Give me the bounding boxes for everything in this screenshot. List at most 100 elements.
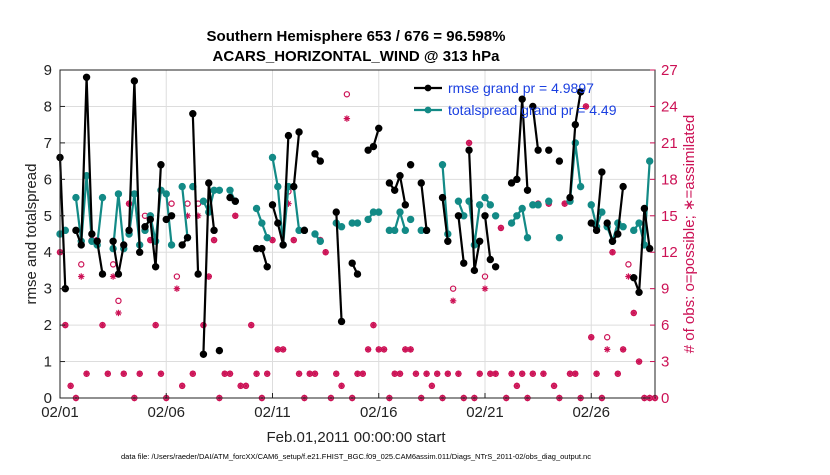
obs-assimilated-stroke [376, 346, 382, 353]
obs-assimilated-stroke [429, 383, 435, 389]
obs-assimilated-stroke [322, 249, 329, 255]
obs-assimilated-stroke [354, 371, 361, 377]
obs-assimilated-marker [550, 382, 558, 390]
series-point-spread [226, 186, 234, 194]
series-point-rmse [486, 255, 495, 264]
plot-frame [59, 69, 656, 399]
x-tick-label: 02/26 [572, 404, 610, 421]
series-point-rmse [215, 346, 224, 355]
series-point-spread [576, 182, 585, 191]
series-point-spread [130, 190, 139, 198]
series-point-rmse [114, 270, 123, 278]
obs-assimilated-marker [402, 346, 409, 353]
y-right-tick-label: 21 [661, 135, 678, 152]
obs-possible-marker [481, 273, 489, 280]
obs-assimilated-stroke [567, 371, 573, 377]
obs-assimilated-stroke [333, 371, 339, 377]
series-point-rmse [316, 157, 325, 165]
series-point-rmse [592, 226, 601, 235]
obs-assimilated-marker [497, 224, 505, 232]
series-point-spread [545, 197, 553, 205]
series-point-rmse [210, 226, 218, 235]
obs-assimilated-stroke [174, 286, 180, 292]
legend-label-rmse: rmse grand pr = 4.9897 [448, 80, 594, 96]
obs-assimilated-stroke [179, 383, 185, 389]
obs-assimilated-stroke [296, 371, 302, 377]
obs-assimilated-marker [513, 382, 521, 390]
series-point-rmse [534, 146, 542, 154]
obs-assimilated-stroke [248, 322, 254, 328]
y-right-tick-label: 12 [661, 244, 678, 261]
series-point-spread [619, 223, 627, 231]
series-point-rmse [481, 212, 489, 220]
series-point-rmse [93, 237, 101, 245]
series-point-rmse [364, 146, 372, 154]
obs-assimilated-stroke [269, 237, 276, 243]
obs-assimilated-marker [412, 370, 420, 377]
obs-assimilated-stroke [413, 371, 419, 377]
series-point-rmse [178, 241, 186, 249]
obs-assimilated-marker [109, 273, 117, 280]
series-point-rmse [290, 182, 298, 191]
series-point-rmse [566, 193, 574, 202]
obs-assimilated-stroke [110, 273, 116, 280]
obs-assimilated-stroke [466, 140, 472, 146]
series-point-spread [263, 233, 271, 242]
obs-assimilated-stroke [423, 371, 430, 377]
obs-assimilated-marker [449, 297, 457, 305]
obs-possible-marker [343, 91, 351, 98]
obs-assimilated-marker [433, 370, 441, 377]
obs-assimilated-stroke [482, 286, 488, 292]
obs-assimilated-stroke [572, 371, 578, 377]
obs-assimilated-stroke [402, 346, 408, 353]
obs-assimilated-stroke [121, 371, 127, 377]
series-point-spread [645, 157, 654, 165]
obs-assimilated-stroke [137, 371, 143, 377]
y-tick-label: 3 [44, 281, 52, 298]
series-point-rmse [231, 197, 240, 205]
obs-assimilated-marker [476, 370, 483, 377]
x-tick-label: 02/21 [466, 404, 504, 421]
series-point-rmse [645, 244, 654, 253]
series-line-rmse [335, 212, 343, 322]
obs-assimilated-marker [588, 334, 595, 341]
obs-assimilated-marker [492, 370, 499, 377]
series-point-rmse [475, 237, 484, 245]
series-point-rmse [109, 237, 117, 245]
series-point-rmse [263, 263, 271, 271]
obs-assimilated-stroke [243, 383, 249, 389]
series-point-spread [274, 182, 282, 191]
series-point-rmse [518, 95, 526, 103]
x-tick-label: 02/06 [147, 404, 185, 421]
legend: rmse grand pr = 4.9897 totalspread grand … [414, 80, 617, 118]
series-point-rmse [199, 350, 208, 358]
obs-assimilated-stroke [344, 115, 350, 122]
obs-assimilated-marker [178, 382, 186, 390]
legend-label-spread: totalspread grand pr = 4.49 [448, 102, 617, 118]
series-point-rmse [571, 120, 580, 129]
series-line-rmse [74, 77, 93, 246]
series-point-spread [337, 223, 346, 231]
y-right-tick-label: 27 [661, 62, 678, 79]
obs-assimilated-marker [343, 115, 351, 122]
series-point-rmse [614, 230, 622, 238]
obs-assimilated-stroke [307, 371, 313, 377]
series-point-rmse [279, 241, 287, 249]
series-point-rmse [460, 259, 468, 267]
obs-assimilated-stroke [312, 371, 318, 377]
obs-assimilated-stroke [455, 371, 462, 377]
series-point-spread [258, 219, 266, 227]
obs-assimilated-marker [609, 249, 616, 256]
series-point-rmse [603, 219, 611, 227]
obs-assimilated-marker [593, 370, 600, 377]
x-tick-label: 02/16 [360, 404, 398, 421]
obs-assimilated-marker [210, 236, 218, 244]
series-point-spread [454, 197, 463, 205]
obs-assimilated-marker [380, 346, 388, 353]
obs-assimilated-stroke [237, 383, 244, 389]
series-point-rmse [375, 124, 383, 133]
series-point-spread [390, 226, 399, 235]
obs-assimilated-marker [120, 370, 127, 377]
series-point-spread [438, 161, 447, 169]
